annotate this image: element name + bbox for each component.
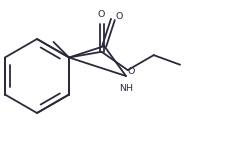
Text: O: O: [98, 10, 105, 19]
Text: NH: NH: [118, 84, 133, 93]
Text: O: O: [115, 12, 123, 21]
Text: O: O: [127, 67, 134, 76]
